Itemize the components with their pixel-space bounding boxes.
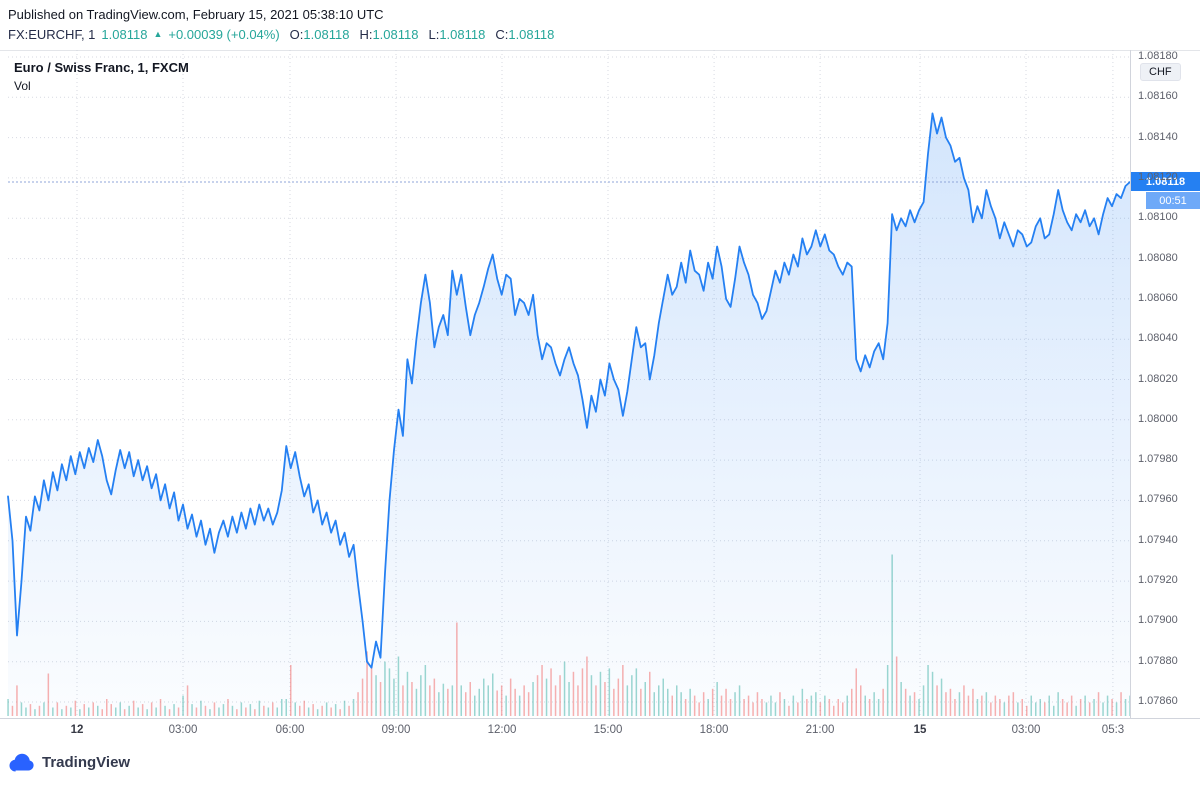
close-pair: C:1.08118 xyxy=(495,27,554,42)
last-price-value: 1.08118 xyxy=(101,27,148,42)
high-pair: H:1.08118 xyxy=(359,27,418,42)
change-value: +0.00039 (+0.04%) xyxy=(168,27,280,42)
last-price-badge: 1.08118 xyxy=(1131,172,1200,191)
chart-region: Euro / Swiss Franc, 1, FXCM Vol CHF 1.08… xyxy=(0,50,1200,745)
bar-countdown-badge: 00:51 xyxy=(1146,192,1200,209)
open-value: 1.08118 xyxy=(303,27,350,42)
up-arrow-icon: ▲ xyxy=(153,28,163,39)
chart-title[interactable]: Euro / Swiss Franc, 1, FXCM xyxy=(14,60,189,75)
ohlc-row: O:1.08118 H:1.08118 L:1.08118 C:1.08118 xyxy=(290,27,555,42)
low-pair: L:1.08118 xyxy=(428,27,485,42)
brand-name[interactable]: TradingView xyxy=(42,754,131,771)
open-label: O: xyxy=(289,27,304,42)
volume-legend-label[interactable]: Vol xyxy=(14,79,31,93)
published-text: Published on TradingView.com, February 1… xyxy=(8,7,384,22)
low-value: 1.08118 xyxy=(439,27,486,42)
low-label: L: xyxy=(428,27,440,42)
close-label: C: xyxy=(495,27,509,42)
close-value: 1.08118 xyxy=(508,27,555,42)
open-pair: O:1.08118 xyxy=(290,27,350,42)
currency-badge: CHF xyxy=(1140,63,1181,81)
tradingview-cloud-icon xyxy=(9,753,34,772)
symbol-name[interactable]: FX:EURCHF, 1 xyxy=(8,27,96,42)
chart-canvas[interactable] xyxy=(0,50,1200,745)
high-value: 1.08118 xyxy=(372,27,419,42)
high-label: H: xyxy=(359,27,373,42)
symbol-info-row: FX:EURCHF, 1 1.08118 ▲ +0.00039 (+0.04%)… xyxy=(8,27,554,42)
brand-footer[interactable]: TradingView xyxy=(8,751,130,774)
